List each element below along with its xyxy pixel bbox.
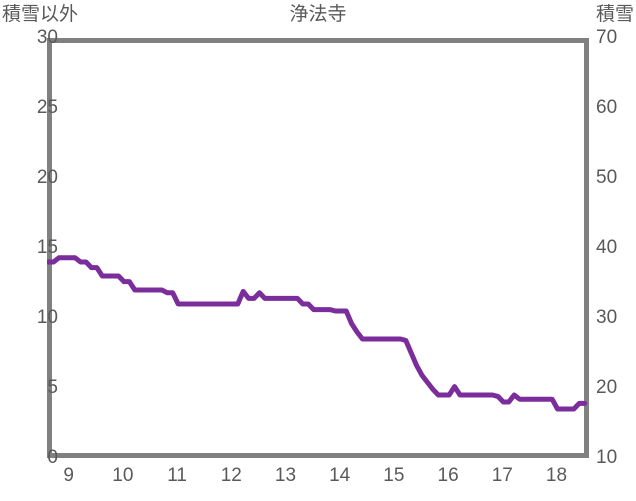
series-line-snow-other [47,255,588,412]
right-tick-20: 20 [596,377,618,398]
left-tick-10: 10 [36,307,58,328]
right-tick-50: 50 [596,167,618,188]
left-tick-15: 15 [36,237,58,258]
bottom-tick-12: 12 [220,465,242,486]
plot-frame [47,38,589,458]
left-tick-25: 25 [36,97,58,118]
left-tick-20: 20 [36,167,58,188]
right-tick-70: 70 [596,27,618,48]
right-tick-30: 30 [596,307,618,328]
bottom-tick-14: 14 [329,465,351,486]
bottom-tick-10: 10 [112,465,134,486]
chart-title: 浄法寺 [289,4,347,25]
left-tick-0: 0 [47,447,58,468]
right-axis-title: 積雪 [595,4,634,25]
bottom-tick-15: 15 [383,465,405,486]
left-tick-30: 30 [36,27,58,48]
right-tick-40: 40 [596,237,618,258]
plot-area [47,38,589,458]
right-tick-60: 60 [596,97,618,118]
bottom-tick-11: 11 [167,465,187,486]
right-tick-10: 10 [596,447,618,468]
left-tick-5: 5 [47,377,58,398]
bottom-tick-17: 17 [491,465,513,486]
bottom-tick-9: 9 [63,465,74,486]
bottom-tick-16: 16 [437,465,459,486]
left-axis-title: 積雪以外 [2,4,79,25]
bottom-tick-18: 18 [545,465,568,486]
bottom-tick-13: 13 [274,465,297,486]
